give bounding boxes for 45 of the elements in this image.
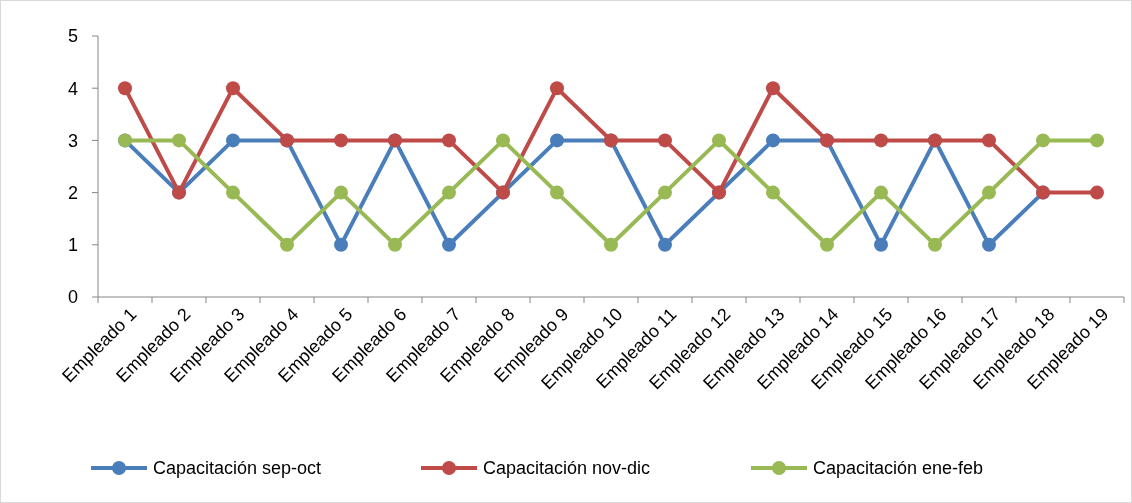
point bbox=[1090, 185, 1104, 200]
point bbox=[658, 133, 672, 148]
point bbox=[442, 185, 456, 200]
point bbox=[226, 185, 240, 200]
y-tick-label: 2 bbox=[67, 182, 78, 203]
point bbox=[550, 185, 564, 200]
y-tick-label: 3 bbox=[67, 130, 78, 151]
point bbox=[1090, 133, 1104, 148]
point bbox=[658, 185, 672, 200]
point bbox=[226, 133, 240, 148]
point bbox=[172, 133, 186, 148]
point bbox=[118, 81, 132, 96]
point bbox=[388, 237, 402, 252]
point bbox=[496, 133, 510, 148]
point bbox=[280, 237, 294, 252]
y-tick-label: 0 bbox=[67, 287, 78, 308]
legend-label: Capacitación sep-oct bbox=[153, 458, 322, 479]
point bbox=[874, 237, 888, 252]
point bbox=[766, 81, 780, 96]
legend-label: Capacitación ene-feb bbox=[813, 458, 984, 479]
point bbox=[766, 185, 780, 200]
point bbox=[550, 81, 564, 96]
point bbox=[982, 237, 996, 252]
point bbox=[334, 237, 348, 252]
point bbox=[226, 81, 240, 96]
point bbox=[442, 133, 456, 148]
point bbox=[982, 185, 996, 200]
point bbox=[712, 133, 726, 148]
point bbox=[550, 133, 564, 148]
y-tick-label: 1 bbox=[67, 235, 78, 256]
point bbox=[334, 133, 348, 148]
point bbox=[442, 237, 456, 252]
point bbox=[820, 237, 834, 252]
y-tick-label: 5 bbox=[67, 26, 78, 47]
point bbox=[334, 185, 348, 200]
y-tick-label: 4 bbox=[67, 78, 78, 99]
point bbox=[766, 133, 780, 148]
point bbox=[928, 237, 942, 252]
point bbox=[1036, 133, 1050, 148]
point bbox=[874, 133, 888, 148]
point bbox=[982, 133, 996, 148]
point bbox=[658, 237, 672, 252]
point bbox=[874, 185, 888, 200]
point bbox=[604, 237, 618, 252]
legend-label: Capacitación nov-dic bbox=[483, 458, 651, 479]
